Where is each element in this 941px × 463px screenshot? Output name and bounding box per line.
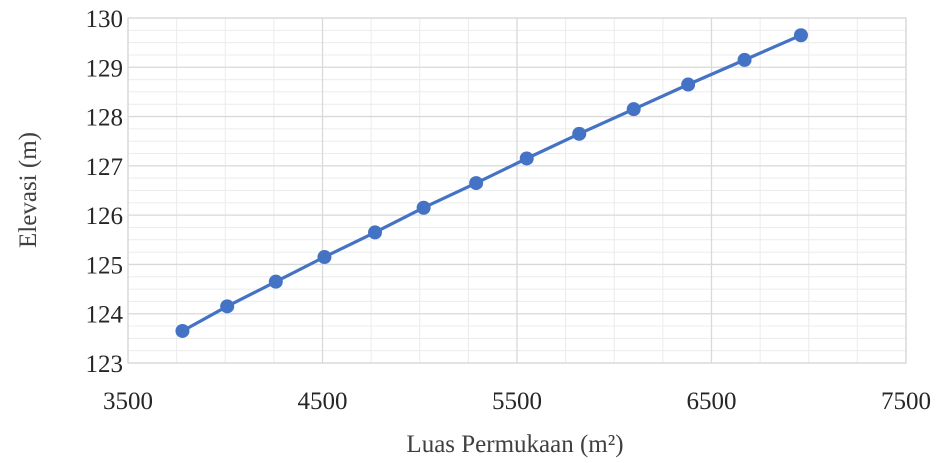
x-tick-label: 6500 [687, 388, 737, 415]
data-point [368, 225, 383, 240]
y-tick-label: 125 [86, 252, 124, 279]
tick-labels: 3500 4500 5500 6500 7500 123 124 125 126 127 128 12… [86, 6, 932, 415]
axes [127, 17, 907, 364]
y-tick-label: 124 [86, 302, 124, 329]
y-tick-label: 128 [86, 105, 124, 132]
data-point [681, 77, 696, 92]
x-tick-label: 3500 [103, 388, 153, 415]
x-tick-label: 7500 [881, 388, 931, 415]
data-point [175, 323, 190, 338]
data-point [416, 200, 431, 215]
data-point [317, 250, 332, 265]
data-point [268, 274, 283, 289]
data-point [793, 28, 808, 43]
data-point [626, 102, 641, 117]
x-tick-label: 5500 [492, 388, 542, 415]
y-tick-label: 129 [86, 55, 124, 82]
x-tick-label: 4500 [298, 388, 348, 415]
data-point [737, 52, 752, 67]
data-point [220, 299, 235, 314]
x-axis-title: Luas Permukaan (m²) [406, 431, 623, 458]
data-point [519, 151, 534, 166]
y-tick-label: 123 [86, 351, 124, 378]
y-tick-label: 130 [86, 6, 124, 33]
y-axis-title: Elevasi (m) [15, 132, 42, 248]
y-tick-label: 127 [86, 154, 124, 181]
plot-frame [127, 17, 907, 364]
data-point [572, 126, 587, 141]
y-tick-label: 126 [86, 203, 124, 230]
data-point [469, 176, 484, 191]
series-layer [175, 28, 808, 338]
